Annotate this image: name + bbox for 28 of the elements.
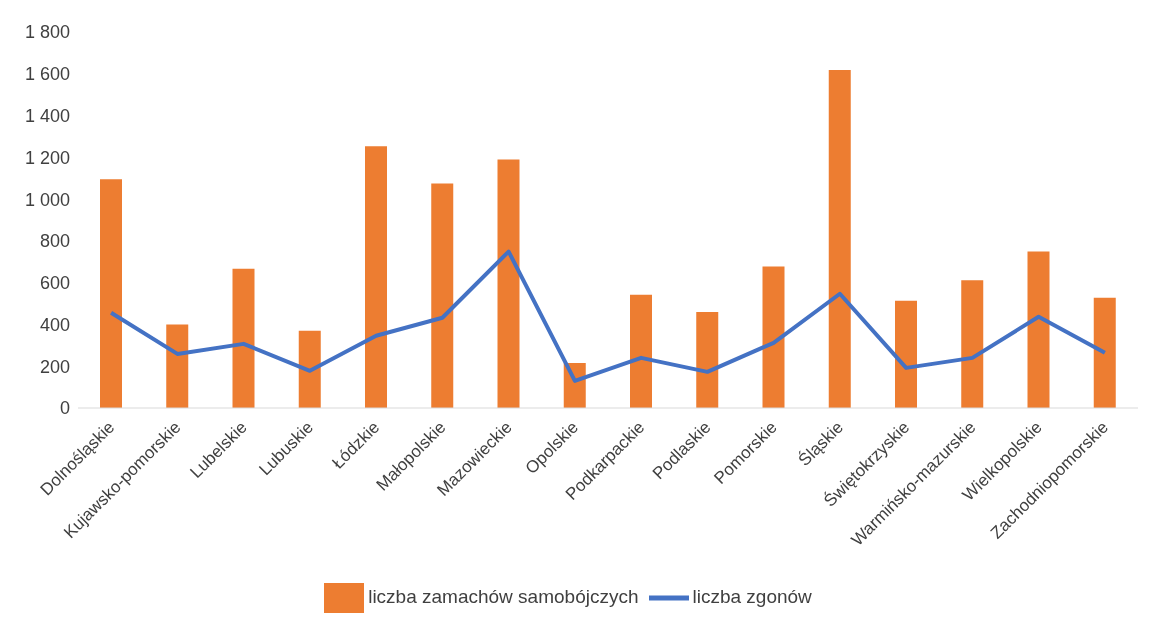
bar (696, 311, 719, 408)
bar (497, 159, 520, 408)
bar (100, 179, 122, 408)
bar (365, 146, 387, 408)
bar (961, 280, 984, 408)
y-tick-label: 1 600 (24, 64, 70, 85)
bar (762, 266, 785, 408)
bar (1093, 297, 1116, 408)
y-tick-label: 400 (39, 314, 70, 335)
bar (630, 294, 652, 408)
legend-label: liczba zamachów samobójczych (368, 586, 639, 608)
bar (431, 183, 454, 408)
legend-label: liczba zgonów (692, 586, 812, 608)
y-tick-label: 0 (59, 398, 70, 419)
y-tick-label: 200 (39, 356, 70, 377)
y-tick-label: 1 200 (24, 147, 70, 168)
bar (1027, 251, 1050, 408)
y-tick-label: 800 (39, 231, 70, 252)
bar (232, 268, 255, 408)
bar (166, 324, 189, 408)
y-tick-label: 1 000 (24, 189, 70, 210)
y-tick-label: 1 800 (24, 22, 70, 43)
y-tick-label: 600 (39, 273, 70, 294)
bar (828, 70, 851, 408)
line-series (109, 249, 1107, 383)
bar (895, 300, 917, 408)
y-tick-label: 1 400 (24, 105, 70, 126)
bar (298, 330, 321, 408)
